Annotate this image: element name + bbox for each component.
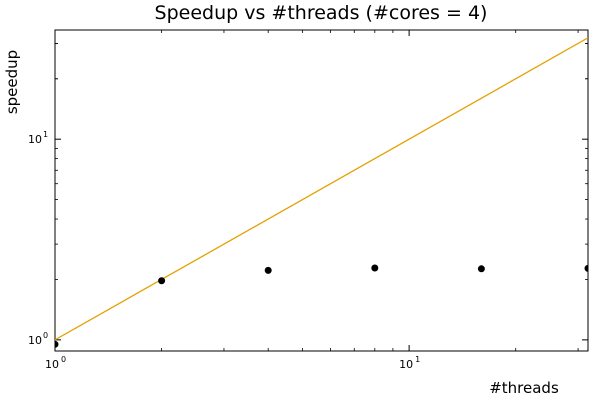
x-tick-exponent: 1: [415, 355, 420, 364]
data-marks: [55, 37, 588, 348]
plot-frame: [54, 29, 589, 352]
chart-title: Speedup vs #threads (#cores = 4): [155, 2, 488, 24]
x-tick-label: 10: [399, 358, 413, 371]
speedup-point: [55, 340, 59, 348]
y-tick-label: 10: [28, 334, 42, 347]
speedup-point: [477, 265, 485, 273]
plot-area: [55, 37, 588, 348]
speedup-point: [371, 264, 379, 272]
x-axis-label: #threads: [489, 379, 559, 397]
y-tick-exponent: 0: [43, 331, 48, 340]
axis-ticks: 10 0 10 110 010 1: [28, 30, 588, 371]
x-tick-label: 10: [45, 358, 59, 371]
speedup-point: [158, 277, 166, 285]
speedup-point: [264, 266, 272, 274]
y-tick-label: 10: [28, 133, 42, 146]
y-tick-exponent: 1: [43, 130, 48, 139]
speedup-point: [584, 264, 588, 272]
x-tick-exponent: 0: [61, 355, 66, 364]
ideal-speedup-line: [55, 37, 588, 341]
y-axis-label: speedup: [3, 50, 21, 114]
